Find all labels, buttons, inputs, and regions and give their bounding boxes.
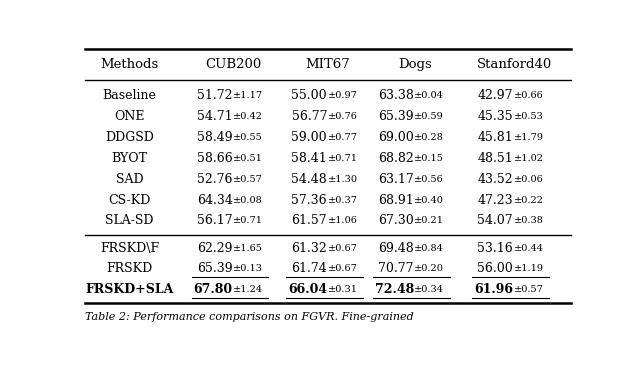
Text: 62.29: 62.29: [197, 242, 233, 255]
Text: ±0.67: ±0.67: [328, 244, 357, 253]
Text: ±0.84: ±0.84: [414, 244, 444, 253]
Text: ±0.38: ±0.38: [513, 217, 543, 226]
Text: 69.48: 69.48: [378, 242, 414, 255]
Text: ONE: ONE: [115, 110, 145, 123]
Text: 72.48: 72.48: [374, 283, 414, 296]
Text: 54.48: 54.48: [291, 173, 327, 186]
Text: 58.66: 58.66: [197, 152, 233, 165]
Text: ±0.22: ±0.22: [513, 196, 543, 205]
Text: ±1.19: ±1.19: [513, 265, 543, 273]
Text: ±0.67: ±0.67: [328, 265, 357, 273]
Text: CUB200: CUB200: [205, 58, 262, 71]
Text: ±0.20: ±0.20: [414, 265, 444, 273]
Text: ±0.71: ±0.71: [328, 154, 358, 163]
Text: 64.34: 64.34: [197, 194, 233, 207]
Text: ±0.06: ±0.06: [513, 175, 543, 184]
Text: 58.41: 58.41: [291, 152, 327, 165]
Text: 54.71: 54.71: [197, 110, 233, 123]
Text: 67.80: 67.80: [194, 283, 233, 296]
Text: Methods: Methods: [100, 58, 159, 71]
Text: ±0.15: ±0.15: [414, 154, 444, 163]
Text: ±0.31: ±0.31: [328, 285, 358, 294]
Text: ±0.57: ±0.57: [233, 175, 263, 184]
Text: ±0.57: ±0.57: [513, 285, 543, 294]
Text: ±1.06: ±1.06: [328, 217, 357, 226]
Text: 66.04: 66.04: [288, 283, 327, 296]
Text: ±0.76: ±0.76: [328, 112, 357, 121]
Text: 61.96: 61.96: [474, 283, 513, 296]
Text: Dogs: Dogs: [398, 58, 431, 71]
Text: ±1.17: ±1.17: [233, 91, 264, 101]
Text: ±1.79: ±1.79: [513, 133, 543, 142]
Text: 56.17: 56.17: [197, 214, 233, 227]
Text: ±0.28: ±0.28: [414, 133, 444, 142]
Text: ±1.24: ±1.24: [233, 285, 264, 294]
Text: 56.00: 56.00: [477, 262, 513, 275]
Text: 45.81: 45.81: [477, 131, 513, 144]
Text: ±0.56: ±0.56: [414, 175, 444, 184]
Text: 47.23: 47.23: [477, 194, 513, 207]
Text: ±0.04: ±0.04: [414, 91, 444, 101]
Text: ±0.97: ±0.97: [328, 91, 357, 101]
Text: 54.07: 54.07: [477, 214, 513, 227]
Text: 61.32: 61.32: [291, 242, 327, 255]
Text: BYOT: BYOT: [111, 152, 148, 165]
Text: 67.30: 67.30: [378, 214, 414, 227]
Text: 53.16: 53.16: [477, 242, 513, 255]
Text: 43.52: 43.52: [477, 173, 513, 186]
Text: 68.91: 68.91: [378, 194, 414, 207]
Text: 59.00: 59.00: [291, 131, 327, 144]
Text: DDGSD: DDGSD: [105, 131, 154, 144]
Text: MIT67: MIT67: [306, 58, 350, 71]
Text: 48.51: 48.51: [477, 152, 513, 165]
Text: ±0.59: ±0.59: [414, 112, 444, 121]
Text: ±0.44: ±0.44: [513, 244, 543, 253]
Text: 58.49: 58.49: [197, 131, 233, 144]
Text: ±0.55: ±0.55: [233, 133, 263, 142]
Text: ±1.30: ±1.30: [328, 175, 358, 184]
Text: ±1.02: ±1.02: [513, 154, 543, 163]
Text: SAD: SAD: [116, 173, 143, 186]
Text: 63.17: 63.17: [378, 173, 414, 186]
Text: Table 2: Performance comparisons on FGVR. Fine-grained: Table 2: Performance comparisons on FGVR…: [85, 312, 413, 322]
Text: ±0.71: ±0.71: [233, 217, 263, 226]
Text: ±0.13: ±0.13: [233, 265, 263, 273]
Text: ±0.21: ±0.21: [414, 217, 444, 226]
Text: 56.77: 56.77: [291, 110, 327, 123]
Text: ±0.37: ±0.37: [328, 196, 358, 205]
Text: ±0.42: ±0.42: [233, 112, 263, 121]
Text: 63.38: 63.38: [378, 89, 414, 102]
Text: 61.57: 61.57: [291, 214, 327, 227]
Text: 57.36: 57.36: [291, 194, 327, 207]
Text: 68.82: 68.82: [378, 152, 414, 165]
Text: 65.39: 65.39: [378, 110, 414, 123]
Text: ±0.40: ±0.40: [414, 196, 444, 205]
Text: 42.97: 42.97: [477, 89, 513, 102]
Text: FRSKD+SLA: FRSKD+SLA: [85, 283, 174, 296]
Text: 52.76: 52.76: [197, 173, 233, 186]
Text: ±1.65: ±1.65: [233, 244, 263, 253]
Text: Stanford40: Stanford40: [476, 58, 552, 71]
Text: Baseline: Baseline: [102, 89, 157, 102]
Text: ±0.08: ±0.08: [233, 196, 263, 205]
Text: SLA-SD: SLA-SD: [106, 214, 154, 227]
Text: 70.77: 70.77: [378, 262, 414, 275]
Text: ±0.51: ±0.51: [233, 154, 263, 163]
Text: 55.00: 55.00: [291, 89, 327, 102]
Text: 51.72: 51.72: [197, 89, 233, 102]
Text: 45.35: 45.35: [477, 110, 513, 123]
Text: FRSKD: FRSKD: [106, 262, 153, 275]
Text: 61.74: 61.74: [291, 262, 327, 275]
Text: 65.39: 65.39: [197, 262, 233, 275]
Text: ±0.53: ±0.53: [513, 112, 543, 121]
Text: ±0.66: ±0.66: [513, 91, 543, 101]
Text: ±0.34: ±0.34: [414, 285, 444, 294]
Text: CS-KD: CS-KD: [108, 194, 151, 207]
Text: FRSKD\F: FRSKD\F: [100, 242, 159, 255]
Text: ±0.77: ±0.77: [328, 133, 358, 142]
Text: 69.00: 69.00: [378, 131, 414, 144]
